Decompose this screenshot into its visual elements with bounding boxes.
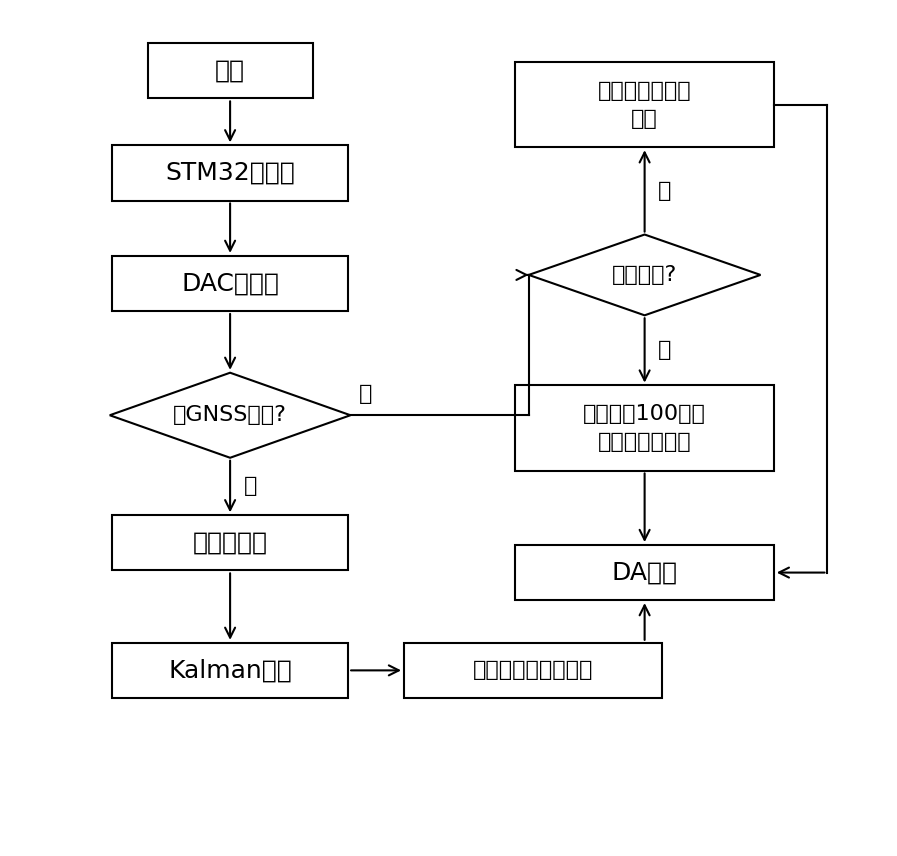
Text: DA转化: DA转化 xyxy=(612,561,677,585)
Text: 否: 否 xyxy=(658,341,671,360)
Text: DAC初始化: DAC初始化 xyxy=(181,271,279,295)
Text: 输出模型预测的
频差: 输出模型预测的 频差 xyxy=(597,80,692,129)
Polygon shape xyxy=(109,372,351,458)
Bar xyxy=(516,385,774,471)
Text: 是: 是 xyxy=(658,181,671,201)
Text: 接收相位差: 接收相位差 xyxy=(193,531,267,555)
Text: 开始: 开始 xyxy=(215,59,245,83)
Text: 训练完成?: 训练完成? xyxy=(612,265,677,285)
Bar xyxy=(112,146,348,200)
Bar xyxy=(112,515,348,570)
Text: 有GNSS信号?: 有GNSS信号? xyxy=(173,405,287,425)
Bar xyxy=(148,43,312,98)
Text: Kalman滤波: Kalman滤波 xyxy=(169,658,292,682)
Text: 训练老化和温度模型: 训练老化和温度模型 xyxy=(473,660,594,681)
Bar xyxy=(404,643,663,698)
Text: 否: 否 xyxy=(360,384,373,404)
Text: STM32初始化: STM32初始化 xyxy=(165,161,295,185)
Bar xyxy=(516,545,774,600)
Text: 是: 是 xyxy=(243,477,257,496)
Bar xyxy=(112,643,348,698)
Text: 输出最近100个频
差的滑动平均值: 输出最近100个频 差的滑动平均值 xyxy=(583,404,706,452)
Bar xyxy=(112,256,348,311)
Polygon shape xyxy=(528,235,761,315)
Bar xyxy=(516,62,774,147)
